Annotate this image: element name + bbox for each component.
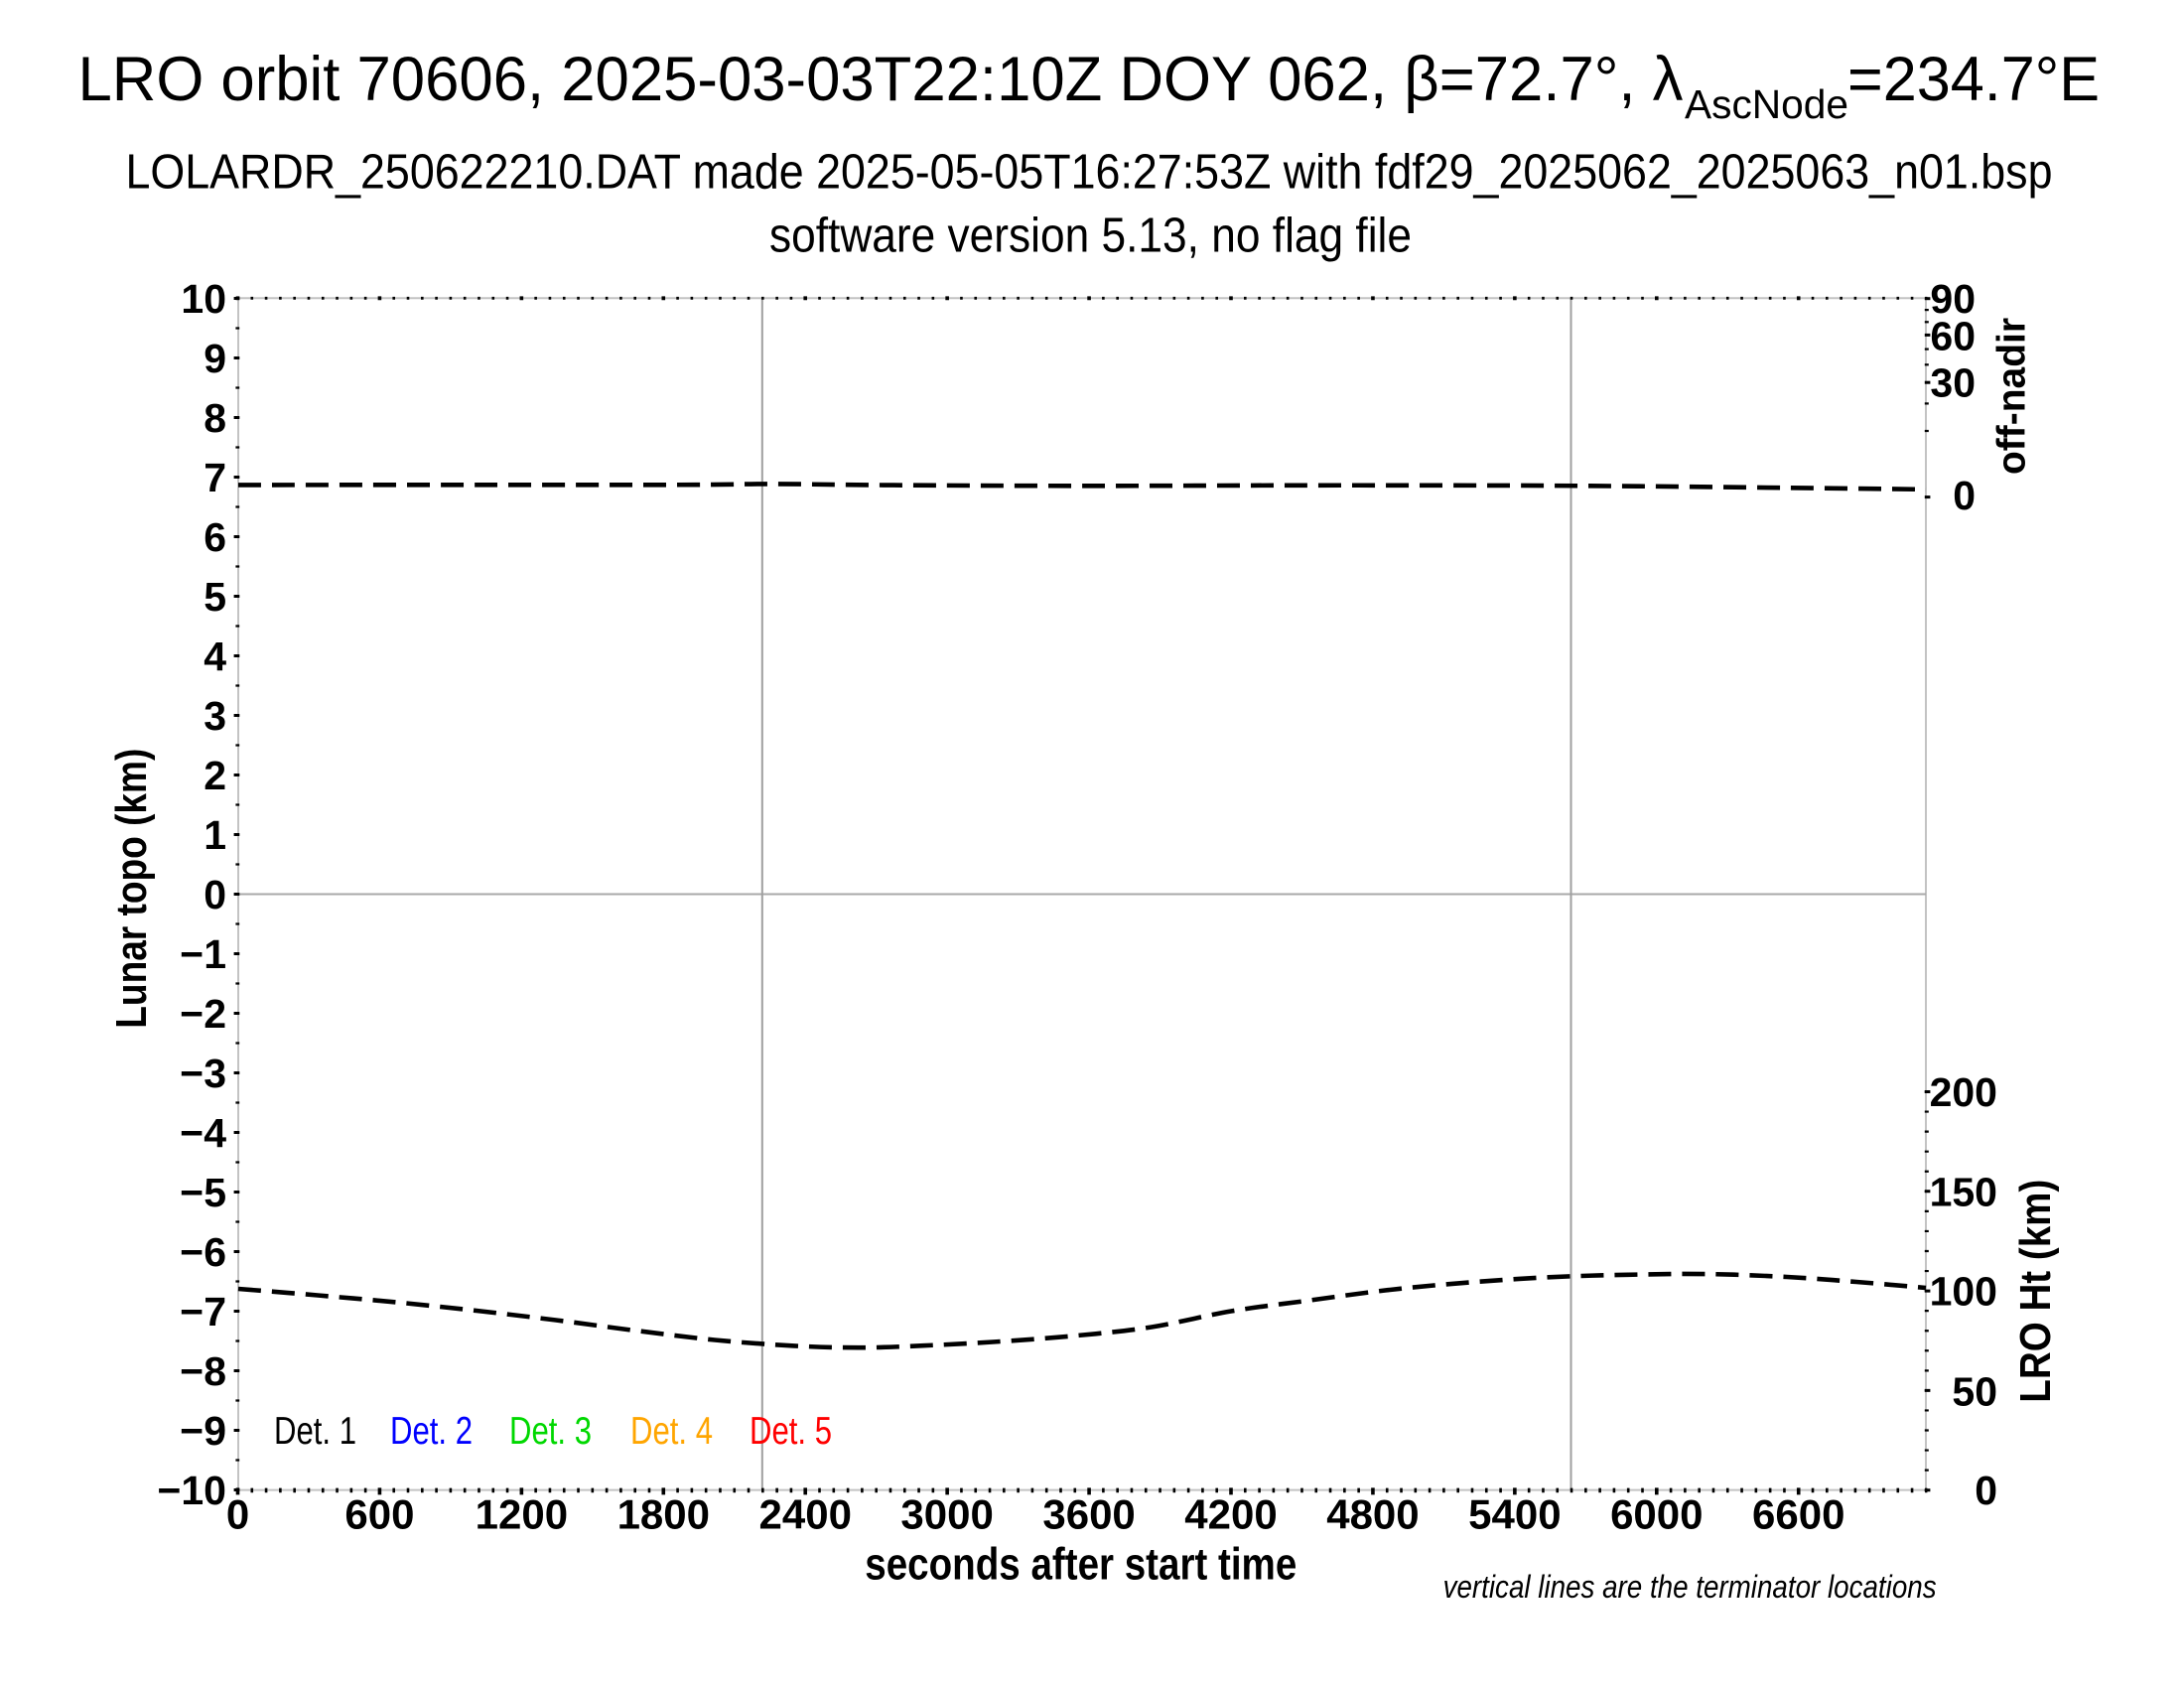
svg-text:AscNode: AscNode — [1685, 81, 1848, 127]
svg-text:Lunar topo (km): Lunar topo (km) — [107, 749, 156, 1029]
svg-text:−4: −4 — [180, 1110, 226, 1156]
svg-text:50: 50 — [1952, 1369, 1997, 1415]
svg-text:LRO orbit 70606, 2025-03-03T22: LRO orbit 70606, 2025-03-03T22:10Z DOY 0… — [78, 45, 1684, 114]
svg-text:6000: 6000 — [1610, 1491, 1703, 1538]
svg-text:Det. 3: Det. 3 — [509, 1410, 592, 1453]
svg-text:−2: −2 — [180, 991, 226, 1037]
svg-text:4: 4 — [204, 633, 226, 679]
svg-text:3: 3 — [204, 693, 226, 739]
svg-text:3600: 3600 — [1042, 1491, 1135, 1538]
svg-text:4800: 4800 — [1326, 1491, 1419, 1538]
svg-text:30: 30 — [1930, 360, 1976, 406]
svg-text:0: 0 — [1975, 1468, 1997, 1513]
svg-text:−8: −8 — [180, 1348, 226, 1394]
svg-text:=234.7°E: =234.7°E — [1847, 45, 2100, 114]
svg-text:90: 90 — [1930, 276, 1976, 322]
svg-text:−9: −9 — [180, 1408, 226, 1454]
svg-text:7: 7 — [204, 455, 226, 500]
svg-text:vertical lines are the termina: vertical lines are the terminator locati… — [1443, 1569, 1937, 1605]
svg-text:6: 6 — [204, 514, 226, 560]
svg-text:0: 0 — [1953, 473, 1976, 518]
svg-text:10: 10 — [181, 276, 226, 322]
svg-text:2400: 2400 — [759, 1491, 852, 1538]
svg-text:1200: 1200 — [476, 1491, 568, 1538]
svg-text:100: 100 — [1930, 1269, 1997, 1315]
svg-text:8: 8 — [204, 395, 226, 441]
svg-text:9: 9 — [204, 336, 226, 381]
svg-text:−3: −3 — [180, 1051, 226, 1096]
svg-text:0: 0 — [226, 1491, 249, 1538]
svg-text:Det. 1: Det. 1 — [274, 1410, 356, 1453]
svg-text:Det. 4: Det. 4 — [630, 1410, 713, 1453]
svg-text:5: 5 — [204, 574, 226, 620]
svg-text:1800: 1800 — [617, 1491, 710, 1538]
svg-text:3000: 3000 — [900, 1491, 993, 1538]
svg-text:−10: −10 — [157, 1468, 226, 1513]
svg-text:−7: −7 — [180, 1289, 226, 1335]
svg-text:600: 600 — [344, 1491, 414, 1538]
svg-text:Det. 5: Det. 5 — [750, 1410, 832, 1453]
svg-text:LRO Ht (km): LRO Ht (km) — [2011, 1180, 2060, 1403]
svg-text:2: 2 — [204, 753, 226, 798]
svg-text:1: 1 — [204, 812, 226, 858]
svg-text:−5: −5 — [180, 1170, 226, 1215]
svg-text:−6: −6 — [180, 1229, 226, 1275]
svg-text:seconds after start time: seconds after start time — [865, 1539, 1297, 1590]
svg-text:0: 0 — [204, 872, 226, 917]
svg-text:4200: 4200 — [1184, 1491, 1277, 1538]
svg-text:5400: 5400 — [1468, 1491, 1561, 1538]
svg-text:−1: −1 — [180, 931, 226, 977]
svg-text:200: 200 — [1930, 1069, 1997, 1115]
svg-text:LOLARDR_250622210.DAT made 202: LOLARDR_250622210.DAT made 2025-05-05T16… — [126, 145, 2053, 199]
svg-text:software version 5.13, no flag: software version 5.13, no flag file — [769, 210, 1412, 263]
svg-text:150: 150 — [1930, 1170, 1997, 1215]
svg-text:60: 60 — [1930, 314, 1976, 359]
svg-text:off-nadir: off-nadir — [1990, 318, 2034, 475]
svg-text:Det. 2: Det. 2 — [390, 1410, 473, 1453]
svg-text:6600: 6600 — [1752, 1491, 1844, 1538]
